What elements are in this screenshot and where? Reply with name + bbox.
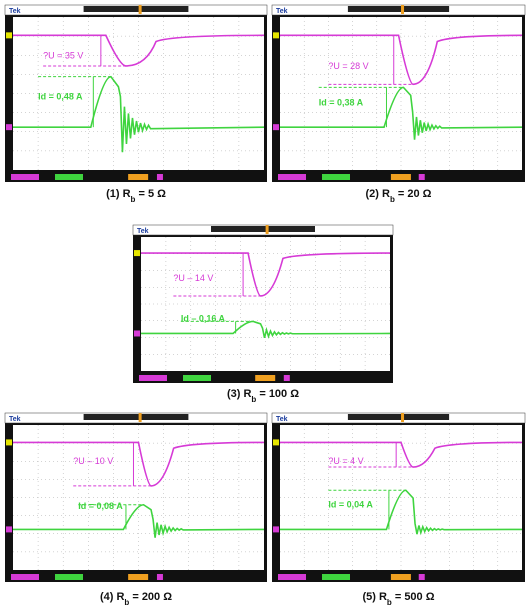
id-label: Id – 0,16 A xyxy=(181,313,226,323)
status-chip xyxy=(390,174,411,180)
oscilloscope-panel: Tek ?U = 35 V Id = 0,48 A xyxy=(4,4,268,182)
voltage-trace xyxy=(141,252,391,297)
status-chip xyxy=(55,174,83,180)
caption: (4) Rb = 200 Ω xyxy=(100,591,172,607)
id-label: Id = 0,04 A xyxy=(328,500,373,510)
ch2-marker xyxy=(273,124,279,131)
voltage-trace xyxy=(280,34,523,86)
voltage-trace xyxy=(280,441,523,468)
status-chip xyxy=(322,574,350,580)
ch1-marker xyxy=(273,32,279,39)
oscilloscope-panel: Tek ?U – 14 V Id – 0,16 A xyxy=(132,224,394,383)
caption-subscript: b xyxy=(251,395,256,404)
voltage-trace xyxy=(13,34,265,67)
ch2-marker xyxy=(6,124,12,131)
caption-suffix: = 500 Ω xyxy=(392,591,435,603)
caption-subscript: b xyxy=(124,598,129,607)
caption-prefix: (4) R xyxy=(100,591,125,603)
tek-label: Tek xyxy=(276,8,288,15)
tek-label: Tek xyxy=(9,8,21,15)
id-label: Id = 0,38 A xyxy=(319,98,364,108)
status-chip xyxy=(390,574,411,580)
tek-label: Tek xyxy=(276,416,288,423)
trigger-mark xyxy=(265,225,269,234)
ch2-marker xyxy=(6,526,12,533)
ch2-marker xyxy=(273,526,279,533)
caption-prefix: (3) R xyxy=(227,388,252,400)
status-chip xyxy=(128,174,149,180)
delta-u-label: ?U – 10 V xyxy=(73,456,113,466)
status-chip xyxy=(156,574,163,580)
trigger-mark xyxy=(401,413,405,422)
status-chip xyxy=(278,174,306,180)
caption: (3) Rb = 100 Ω xyxy=(227,388,299,404)
trigger-mark xyxy=(138,413,142,422)
status-chip xyxy=(322,174,350,180)
ch1-marker xyxy=(6,32,12,39)
trigger-bar xyxy=(347,414,450,420)
ch1-marker xyxy=(134,250,140,257)
ch1-marker xyxy=(6,439,12,446)
trigger-mark xyxy=(138,5,142,14)
trigger-bar xyxy=(83,6,189,12)
status-chip xyxy=(283,375,290,381)
current-trace xyxy=(141,320,391,339)
tek-label: Tek xyxy=(9,416,21,423)
status-chip xyxy=(128,574,149,580)
trigger-mark xyxy=(401,5,405,14)
status-chip xyxy=(183,375,211,381)
caption-prefix: (1) R xyxy=(106,188,131,200)
status-chip xyxy=(255,375,276,381)
delta-u-label: ?U – 14 V xyxy=(173,273,213,283)
caption: (5) Rb = 500 Ω xyxy=(362,591,434,607)
tek-label: Tek xyxy=(137,228,149,235)
status-chip xyxy=(11,574,39,580)
current-trace xyxy=(280,489,523,536)
oscilloscope-panel: Tek ?U = 28 V Id = 0,38 A xyxy=(271,4,526,182)
caption-prefix: (5) R xyxy=(362,591,387,603)
ch2-marker xyxy=(134,330,140,337)
status-chip xyxy=(156,174,163,180)
status-chip xyxy=(139,375,167,381)
delta-u-label: ?U = 4 V xyxy=(328,456,363,466)
caption-suffix: = 20 Ω xyxy=(395,188,432,200)
current-trace xyxy=(13,503,265,538)
caption-suffix: = 100 Ω xyxy=(256,388,299,400)
oscilloscope-panel: Tek ?U – 10 V Id = 0,08 A xyxy=(4,412,268,582)
status-chip xyxy=(11,174,39,180)
id-label: Id = 0,08 A xyxy=(78,501,123,511)
status-chip xyxy=(55,574,83,580)
id-label: Id = 0,48 A xyxy=(38,92,83,102)
caption-prefix: (2) R xyxy=(366,188,391,200)
current-trace xyxy=(13,75,265,153)
status-chip xyxy=(278,574,306,580)
status-chip xyxy=(418,174,425,180)
caption: (1) Rb = 5 Ω xyxy=(106,188,166,204)
caption-subscript: b xyxy=(387,598,392,607)
delta-u-label: ?U = 35 V xyxy=(43,50,83,60)
caption-suffix: = 200 Ω xyxy=(129,591,172,603)
trigger-bar xyxy=(83,414,189,420)
oscilloscope-panel: Tek ?U = 4 V Id = 0,04 A xyxy=(271,412,526,582)
delta-u-label: ?U = 28 V xyxy=(328,61,368,71)
caption-suffix: = 5 Ω xyxy=(135,188,166,200)
voltage-trace xyxy=(13,441,265,487)
caption-subscript: b xyxy=(390,195,395,204)
current-trace xyxy=(280,86,523,140)
trigger-bar xyxy=(211,226,315,232)
status-chip xyxy=(418,574,425,580)
caption: (2) Rb = 20 Ω xyxy=(366,188,432,204)
trigger-bar xyxy=(347,6,450,12)
caption-subscript: b xyxy=(131,195,136,204)
ch1-marker xyxy=(273,439,279,446)
